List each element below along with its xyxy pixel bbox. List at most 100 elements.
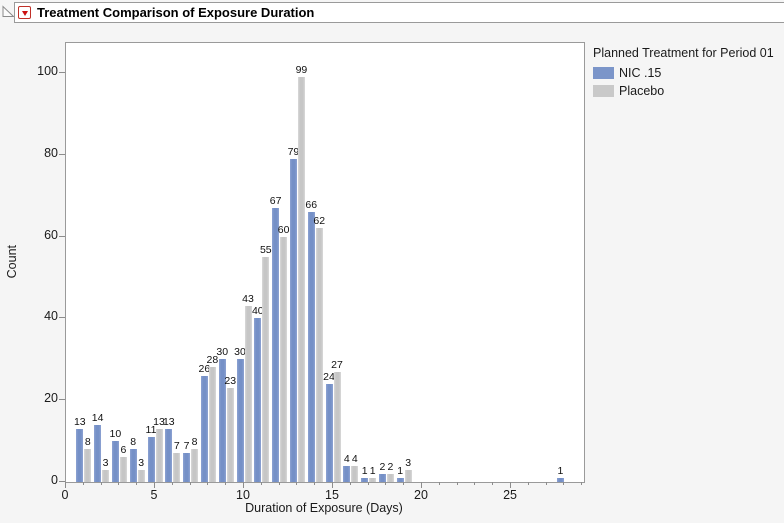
bar-nic15-day8[interactable] [200,375,208,482]
x-minor-tick [260,482,262,485]
y-tick [59,317,65,319]
x-minor-tick [474,482,476,485]
bar-value-label: 7 [173,440,180,453]
bar-value-label: 13 [162,415,175,428]
y-axis-title-wrap: Count [4,42,20,481]
x-minor-tick [438,482,440,485]
y-tick-label: 40 [44,309,58,324]
x-major-tick [243,482,244,488]
report-title: Treatment Comparison of Exposure Duratio… [37,5,315,20]
bar-placebo-day16[interactable] [351,465,359,482]
bar-nic15-day13[interactable] [289,158,297,482]
bar-placebo-day2[interactable] [102,469,110,482]
x-minor-tick [278,482,280,485]
bar-nic15-day28[interactable] [556,477,564,482]
bar-nic15-day5[interactable] [147,436,155,482]
bar-placebo-day14[interactable] [315,228,323,482]
bar-nic15-day19[interactable] [396,477,404,482]
bar-nic15-day11[interactable] [254,318,262,482]
legend-item-placebo[interactable]: Placebo [593,84,781,98]
bar-placebo-day19[interactable] [404,469,412,482]
x-tick-label: 5 [150,488,158,502]
x-minor-tick [403,482,405,485]
legend: Planned Treatment for Period 01 NIC .15 P… [593,46,781,102]
x-tick-label: 0 [61,488,69,502]
x-minor-tick [118,482,120,485]
bar-nic15-day4[interactable] [129,449,137,482]
x-minor-tick [314,482,316,485]
bar-nic15-day9[interactable] [218,359,226,482]
legend-item-label: Placebo [619,84,665,98]
bar-nic15-day1[interactable] [76,428,84,482]
legend-item-label: NIC .15 [619,66,662,80]
bar-placebo-day12[interactable] [280,236,288,482]
bar-nic15-day17[interactable] [361,477,369,482]
x-major-tick [65,482,66,488]
bar-value-label: 2 [387,460,394,473]
legend-item-nic15[interactable]: NIC .15 [593,66,781,80]
bar-placebo-day4[interactable] [137,469,145,482]
bar-value-label: 43 [242,293,254,306]
bar-nic15-day16[interactable] [343,465,351,482]
bar-placebo-day17[interactable] [369,477,377,482]
bar-value-label: 14 [91,411,104,424]
bar-value-label: 26 [198,362,211,375]
legend-swatch-icon [593,67,614,79]
bar-nic15-day6[interactable] [165,428,173,482]
bar-placebo-day1[interactable] [84,449,92,482]
x-minor-tick [527,482,529,485]
bar-value-label: 3 [405,456,412,469]
bar-nic15-day7[interactable] [183,453,191,482]
x-minor-tick [367,482,369,485]
bar-value-label: 99 [295,63,308,76]
y-tick-label: 0 [51,473,58,487]
bar-value-label: 24 [323,370,335,383]
bar-nic15-day18[interactable] [378,473,386,482]
x-tick-label: 10 [236,488,250,502]
bar-nic15-day12[interactable] [272,207,280,482]
bar-value-label: 13 [153,415,165,428]
bar-nic15-day2[interactable] [94,424,102,482]
bar-nic15-day15[interactable] [325,383,333,482]
bar-value-label: 8 [130,436,137,449]
bar-value-label: 55 [259,243,272,256]
x-minor-tick [225,482,227,485]
x-minor-tick [189,482,191,485]
x-minor-tick [100,482,102,485]
bar-nic15-day14[interactable] [307,211,315,482]
bar-value-label: 10 [109,428,122,441]
bar-value-label: 3 [138,456,145,469]
bar-placebo-day5[interactable] [155,428,163,482]
y-tick-label: 100 [37,63,58,78]
bar-placebo-day6[interactable] [173,453,181,482]
bar-value-label: 66 [305,198,318,211]
bar-placebo-day13[interactable] [297,76,305,482]
y-axis-title: Count [5,244,19,279]
red-triangle-icon [21,10,28,16]
x-minor-tick [581,482,583,485]
bar-value-label: 79 [287,145,300,158]
bar-value-label: 4 [343,452,350,465]
x-minor-tick [207,482,209,485]
bar-placebo-day8[interactable] [208,367,216,482]
bar-nic15-day10[interactable] [236,359,244,482]
bar-value-label: 1 [369,464,376,477]
y-tick-label: 60 [44,227,58,242]
bar-placebo-day11[interactable] [262,256,270,482]
bar-value-label: 62 [313,215,326,228]
x-axis-title: Duration of Exposure (Days) [245,501,403,515]
bar-placebo-day18[interactable] [386,473,394,482]
bar-placebo-day3[interactable] [119,457,127,482]
bar-placebo-day15[interactable] [333,371,341,482]
red-triangle-menu-button[interactable] [18,6,31,19]
bar-placebo-day9[interactable] [226,387,234,482]
bar-nic15-day3[interactable] [111,441,119,482]
bar-value-label: 67 [269,194,282,207]
x-minor-tick [82,482,84,485]
bar-value-label: 13 [73,415,86,428]
bar-placebo-day7[interactable] [191,449,199,482]
bar-placebo-day10[interactable] [244,306,252,482]
x-tick-label: 20 [414,488,428,502]
y-tick-label: 20 [44,391,58,406]
disclosure-triangle-icon[interactable] [1,4,15,18]
